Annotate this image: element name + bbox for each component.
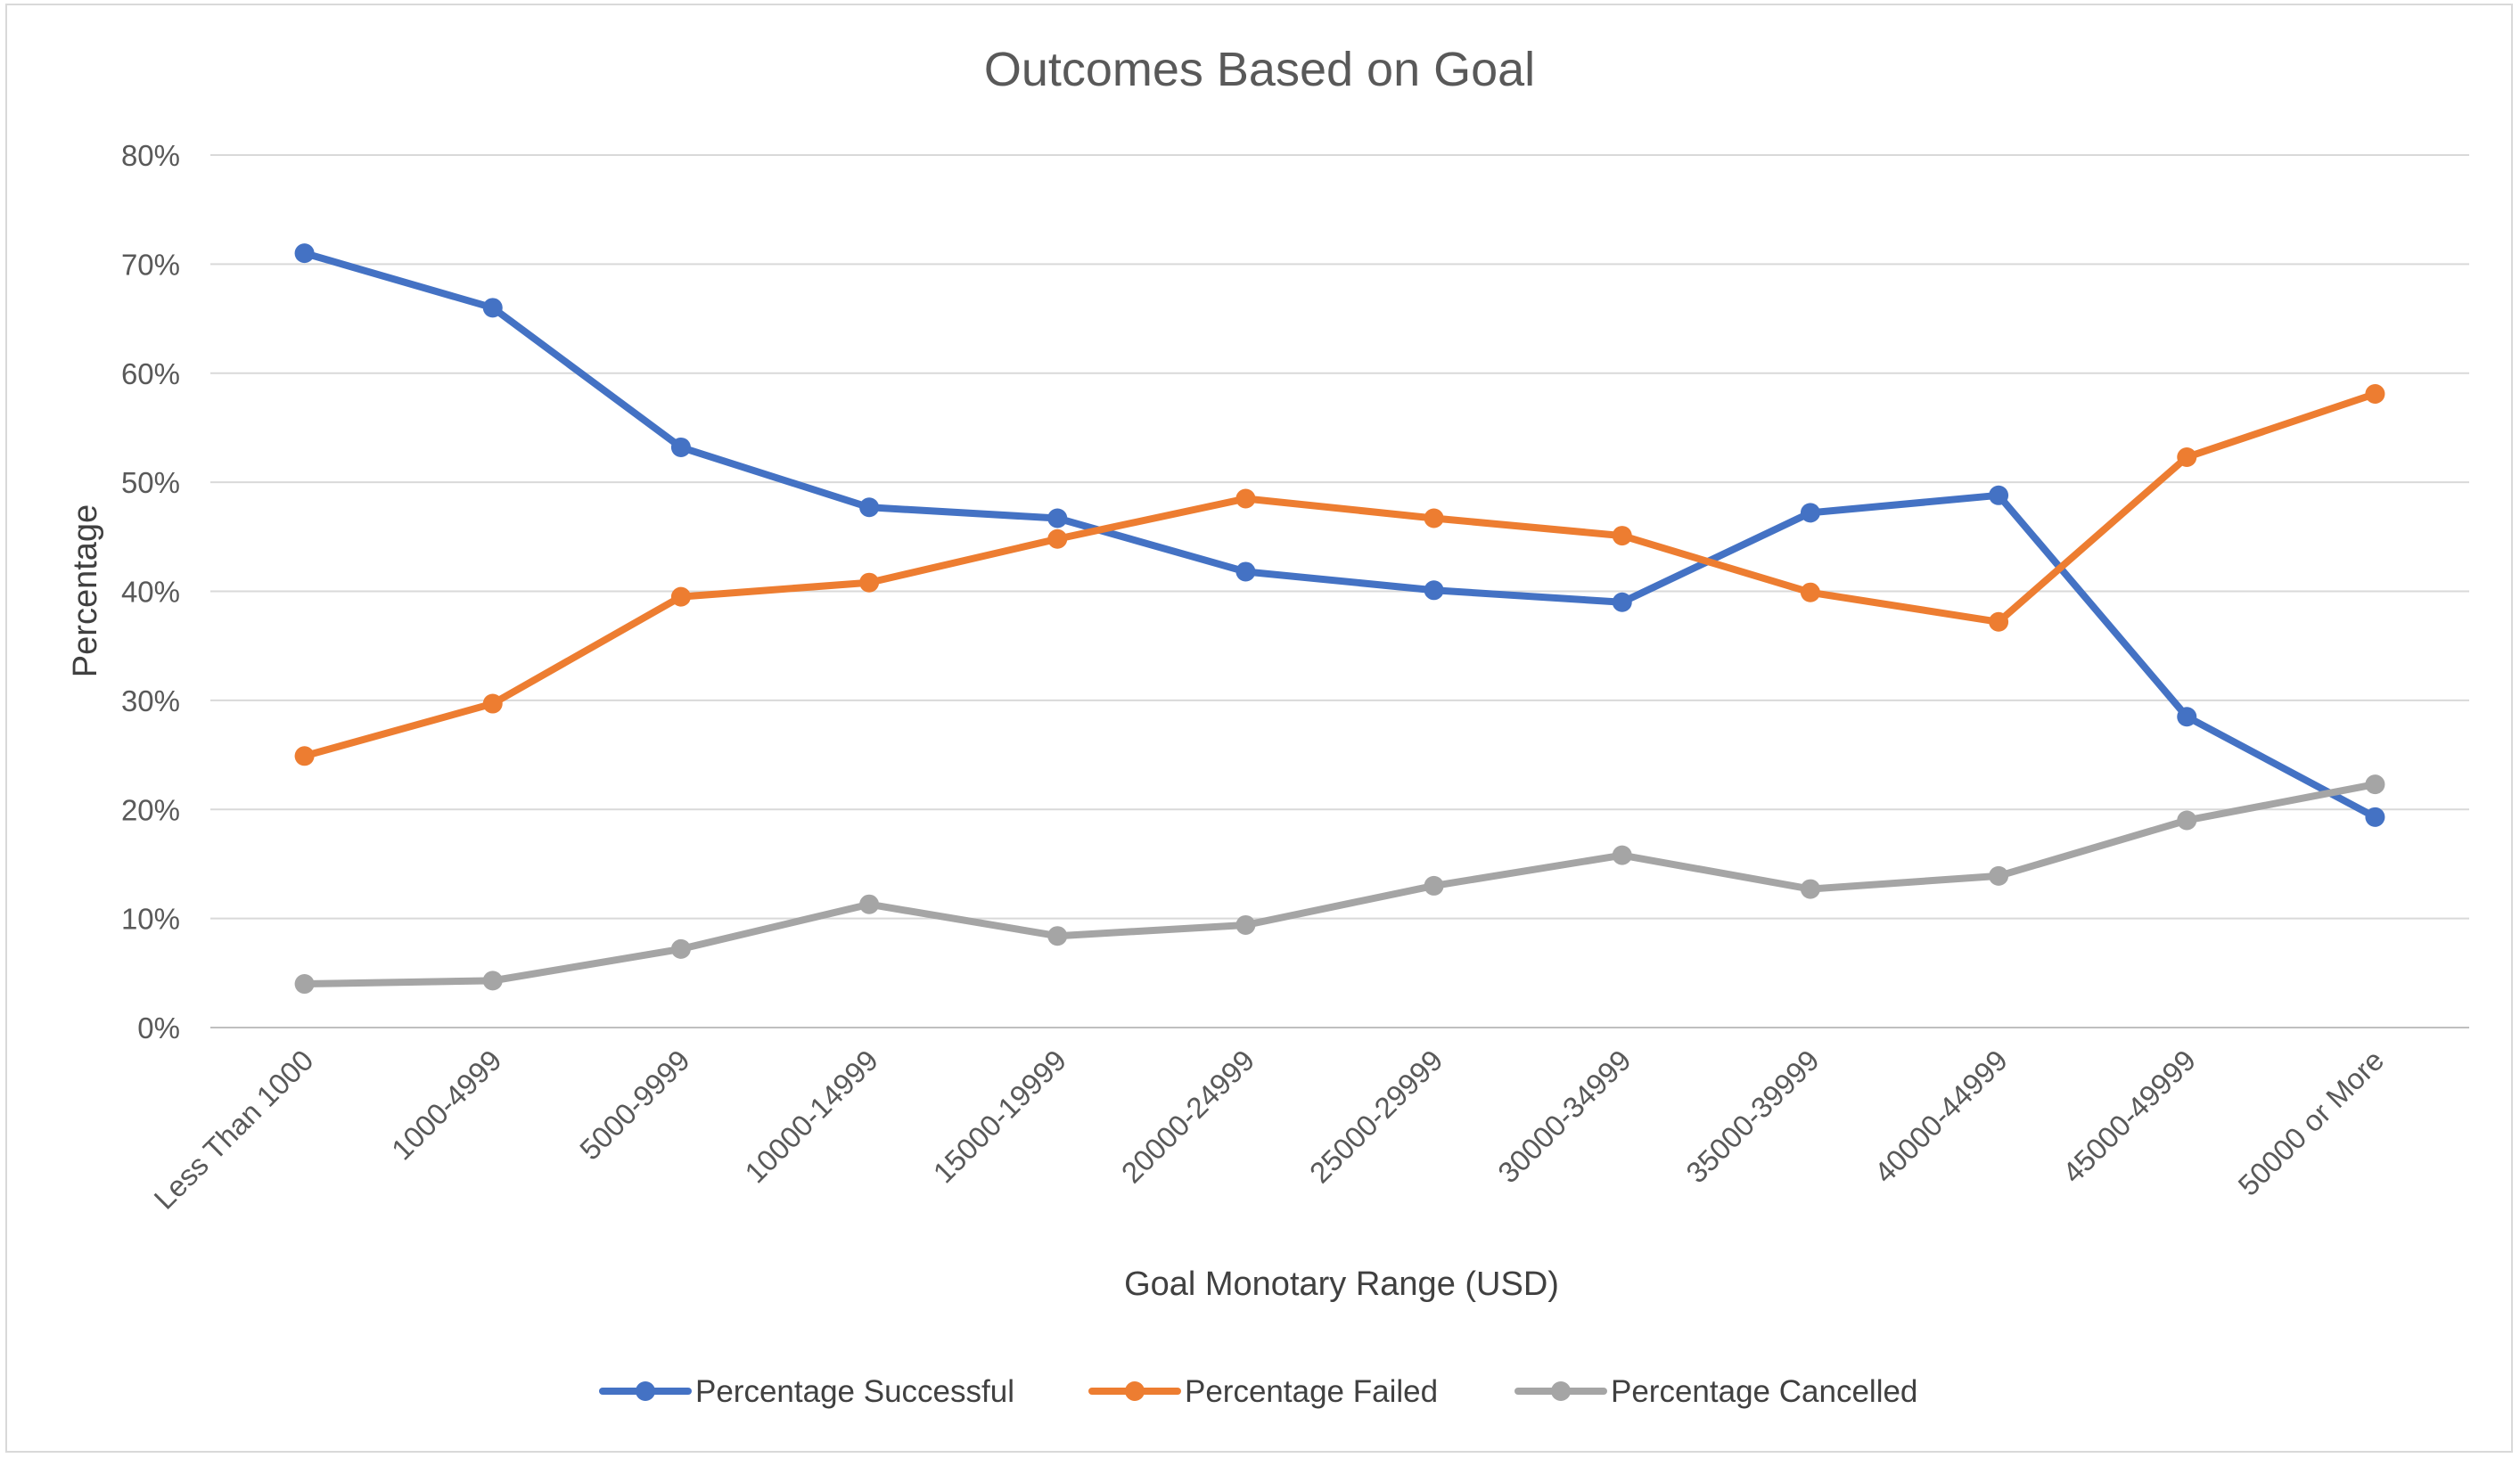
y-tick-label: 50% xyxy=(121,466,180,499)
data-point xyxy=(859,894,880,914)
series-line xyxy=(300,390,2379,760)
legend-label: Percentage Failed xyxy=(1185,1374,1438,1409)
y-axis-ticks: 0% 10% 20% 30% 40% 50% 60% 70% 80% xyxy=(121,139,180,1044)
x-tick-label: 20000-24999 xyxy=(1115,1044,1261,1190)
data-point xyxy=(294,974,315,995)
y-tick-label: 20% xyxy=(121,793,180,826)
gridlines xyxy=(210,154,2469,1028)
data-point xyxy=(1612,845,1632,865)
data-point xyxy=(482,693,503,714)
data-point xyxy=(1047,926,1068,946)
y-tick-label: 70% xyxy=(121,248,180,281)
x-axis-title: Goal Monotary Range (USD) xyxy=(1124,1266,1559,1303)
chart-title: Outcomes Based on Goal xyxy=(984,43,1535,96)
data-point xyxy=(1989,865,2009,886)
data-point xyxy=(2365,384,2385,405)
data-point xyxy=(2177,810,2197,831)
data-point xyxy=(1424,580,1444,601)
data-point xyxy=(1047,528,1068,549)
data-point xyxy=(1235,488,1256,509)
y-tick-label: 40% xyxy=(121,576,180,609)
series-layer xyxy=(294,243,2385,995)
x-tick-label: 15000-19999 xyxy=(926,1044,1072,1190)
data-point xyxy=(670,437,691,457)
data-point xyxy=(2177,707,2197,727)
data-point xyxy=(1612,592,1632,612)
legend-item: Percentage Cancelled xyxy=(1514,1374,1917,1409)
data-point xyxy=(2365,774,2385,795)
legend-swatch-marker xyxy=(1125,1381,1145,1401)
legend-swatch-marker xyxy=(636,1381,655,1401)
data-point xyxy=(294,243,315,264)
x-tick-label: Less Than 1000 xyxy=(147,1044,319,1216)
y-tick-label: 10% xyxy=(121,903,180,936)
data-point xyxy=(1612,526,1632,546)
data-point xyxy=(1800,503,1820,523)
data-point xyxy=(1424,875,1444,896)
data-point xyxy=(1235,561,1256,582)
x-tick-label: 5000-9999 xyxy=(573,1044,696,1167)
legend-swatch-marker xyxy=(1551,1381,1571,1401)
x-tick-label: 50000 or More xyxy=(2231,1044,2390,1202)
data-point xyxy=(1047,508,1068,528)
data-point xyxy=(2177,446,2197,467)
x-axis-ticks: Less Than 1000 1000-4999 5000-9999 10000-14… xyxy=(147,1044,2390,1216)
series-2 xyxy=(294,384,2385,766)
data-point xyxy=(1235,914,1256,935)
x-tick-label: 35000-39999 xyxy=(1679,1044,1826,1190)
data-point xyxy=(859,572,880,593)
series-3 xyxy=(294,774,2385,995)
legend-label: Percentage Successful xyxy=(695,1374,1014,1409)
data-point xyxy=(482,971,503,991)
x-tick-label: 1000-4999 xyxy=(385,1044,508,1167)
series-1 xyxy=(294,243,2385,827)
data-point xyxy=(1800,582,1820,602)
y-axis-title: Percentage xyxy=(67,504,104,677)
data-point xyxy=(1424,508,1444,528)
legend-item: Percentage Successful xyxy=(599,1374,1014,1409)
y-tick-label: 60% xyxy=(121,357,180,390)
x-tick-label: 10000-14999 xyxy=(738,1044,884,1190)
x-tick-label: 30000-34999 xyxy=(1491,1044,1638,1190)
series-line xyxy=(300,250,2379,821)
data-point xyxy=(670,586,691,607)
legend: Percentage Successful Percentage Failed Pe… xyxy=(599,1374,1917,1409)
series-line xyxy=(300,781,2379,988)
legend-item: Percentage Failed xyxy=(1088,1374,1438,1409)
legend-label: Percentage Cancelled xyxy=(1611,1374,1917,1409)
y-tick-label: 30% xyxy=(121,684,180,717)
x-tick-label: 40000-44999 xyxy=(1867,1044,2014,1190)
data-point xyxy=(1989,485,2009,505)
data-point xyxy=(670,938,691,959)
chart-frame xyxy=(5,4,2513,1453)
y-tick-label: 0% xyxy=(137,1012,180,1044)
y-tick-label: 80% xyxy=(121,139,180,172)
data-point xyxy=(1800,879,1820,899)
data-point xyxy=(482,298,503,318)
data-point xyxy=(1989,611,2009,632)
data-point xyxy=(2365,807,2385,827)
data-point xyxy=(294,746,315,766)
data-point xyxy=(859,497,880,518)
x-tick-label: 25000-29999 xyxy=(1303,1044,1449,1190)
x-tick-label: 45000-49999 xyxy=(2056,1044,2202,1190)
